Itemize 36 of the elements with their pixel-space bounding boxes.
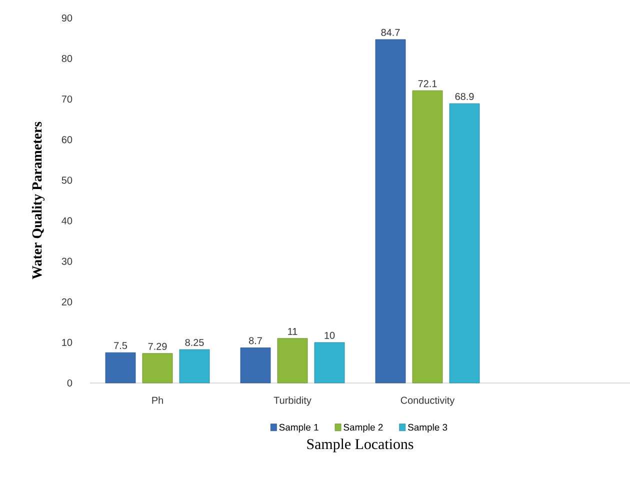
data-label: 7.29 bbox=[148, 342, 167, 350]
data-label: 8.7 bbox=[249, 337, 262, 344]
bar bbox=[412, 90, 443, 384]
data-label: 84.7 bbox=[381, 28, 400, 36]
y-tick-label: 30 bbox=[62, 258, 72, 265]
bar bbox=[375, 39, 406, 384]
y-tick-label: 20 bbox=[62, 298, 72, 306]
data-label: 11 bbox=[288, 328, 298, 335]
legend-label: Sample 3 bbox=[408, 424, 448, 433]
data-label: 68.9 bbox=[455, 93, 474, 100]
y-tick-label: 70 bbox=[62, 96, 72, 103]
bar bbox=[105, 352, 136, 384]
y-axis-title: Water Quality Parameters bbox=[32, 122, 45, 280]
y-tick-label: 80 bbox=[62, 55, 72, 62]
x-axis-title: Sample Locations bbox=[307, 438, 414, 452]
data-label: 7.5 bbox=[114, 342, 128, 350]
x-tick-label: Conductivity bbox=[400, 396, 455, 406]
bar bbox=[179, 349, 210, 384]
bar bbox=[142, 353, 173, 384]
bar bbox=[449, 103, 480, 384]
legend-label: Sample 1 bbox=[279, 424, 318, 433]
y-tick-label: 10 bbox=[62, 338, 72, 346]
bar bbox=[314, 342, 345, 384]
data-label: 10 bbox=[324, 332, 335, 339]
legend-label: Sample 2 bbox=[344, 424, 383, 433]
data-label: 72.1 bbox=[418, 80, 437, 88]
x-tick-label: Ph bbox=[152, 396, 163, 404]
bar bbox=[240, 348, 271, 384]
y-tick-label: 90 bbox=[62, 14, 72, 22]
y-tick-label: 40 bbox=[62, 217, 72, 224]
bar bbox=[277, 338, 308, 384]
y-tick-label: 0 bbox=[67, 379, 72, 387]
x-tick-label: Turbidity bbox=[274, 396, 312, 406]
y-tick-label: 60 bbox=[62, 136, 72, 144]
y-tick-label: 50 bbox=[62, 176, 72, 184]
data-label: 8.25 bbox=[185, 338, 204, 346]
